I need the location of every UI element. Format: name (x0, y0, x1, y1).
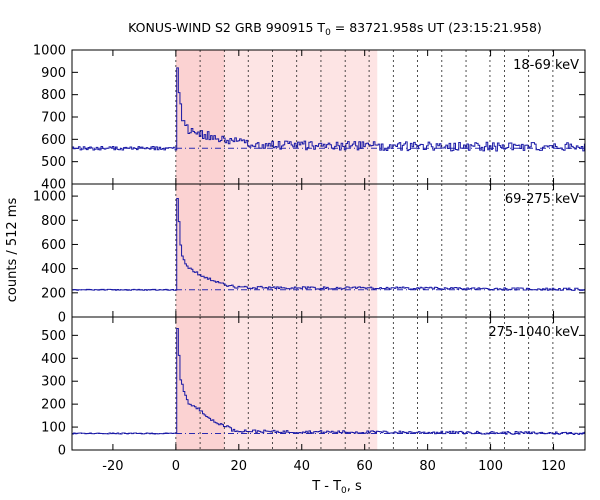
y-tick-label: 600 (41, 238, 66, 253)
panel-frame (71, 316, 586, 451)
y-tick-label: 200 (41, 398, 66, 413)
y-tick-label: 100 (41, 421, 66, 436)
y-tick-label: 400 (41, 262, 66, 277)
y-tick-label: 400 (41, 178, 66, 193)
x-tick-label: -20 (102, 459, 123, 474)
band-label: 69-275 keV (505, 192, 579, 207)
x-axis-title: T - T0, s (311, 479, 362, 496)
y-tick-label: 500 (41, 155, 66, 170)
y-tick-label: 800 (41, 88, 66, 103)
x-tick-label: 20 (231, 459, 248, 474)
y-tick-label: 500 (41, 329, 66, 344)
panel-2: 0 200 400 600 800 1000 69-275 keV (33, 183, 586, 326)
chart-title-prefix: KONUS-WIND S2 GRB 990915 T (128, 20, 325, 35)
y-tick-label: 0 (58, 311, 66, 326)
light-curve-1 (72, 67, 585, 152)
chart-title: KONUS-WIND S2 GRB 990915 T0 = 83721.958s… (128, 20, 542, 38)
x-axis-title-suffix: , s (347, 479, 362, 494)
y-tick-label: 0 (58, 444, 66, 459)
y-axis-title: counts / 512 ms (5, 198, 20, 303)
x-tick-label: 0 (172, 459, 180, 474)
x-tick-label: 80 (419, 459, 436, 474)
y-tick-label: 1000 (33, 190, 66, 205)
y-tick-label: 600 (41, 133, 66, 148)
y-tick-label: 1000 (33, 44, 66, 59)
light-curve-2 (72, 198, 585, 291)
x-tick-label: 60 (356, 459, 373, 474)
y-tick-label: 700 (41, 111, 66, 126)
x-tick-label: 40 (293, 459, 310, 474)
band-label: 275-1040 keV (488, 325, 579, 340)
y-tick-label: 300 (41, 375, 66, 390)
band-label: 18-69 keV (513, 58, 579, 73)
y-tick-label: 400 (41, 352, 66, 367)
chart-title-subscript: 0 (325, 28, 331, 38)
x-tick-label: 120 (541, 459, 566, 474)
y-tick-label: 200 (41, 286, 66, 301)
x-axis-title-subscript: 0 (341, 486, 347, 496)
panel-3: 0 100 200 300 400 500 275-1040 keV (41, 316, 586, 459)
y-tick-label: 800 (41, 214, 66, 229)
x-axis-title-prefix: T - T (311, 479, 341, 494)
chart-title-suffix: = 83721.958s UT (23:15:21.958) (331, 20, 542, 35)
y-tick-label: 900 (41, 66, 66, 81)
x-tick-label: 100 (478, 459, 503, 474)
light-curve-3 (72, 327, 585, 435)
